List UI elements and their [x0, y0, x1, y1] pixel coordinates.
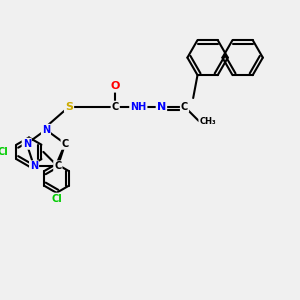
- Text: N: N: [23, 139, 31, 149]
- Text: NH: NH: [130, 102, 146, 112]
- Text: Cl: Cl: [51, 194, 62, 204]
- Text: O: O: [110, 82, 120, 92]
- Text: C: C: [112, 102, 119, 112]
- Text: S: S: [65, 102, 73, 112]
- Text: CH₃: CH₃: [199, 117, 216, 126]
- Text: Cl: Cl: [0, 147, 8, 157]
- Text: C: C: [54, 161, 61, 171]
- Text: C: C: [61, 139, 69, 149]
- Text: N: N: [157, 102, 166, 112]
- Text: N: N: [42, 125, 50, 135]
- Text: C: C: [181, 102, 188, 112]
- Text: N: N: [30, 161, 38, 171]
